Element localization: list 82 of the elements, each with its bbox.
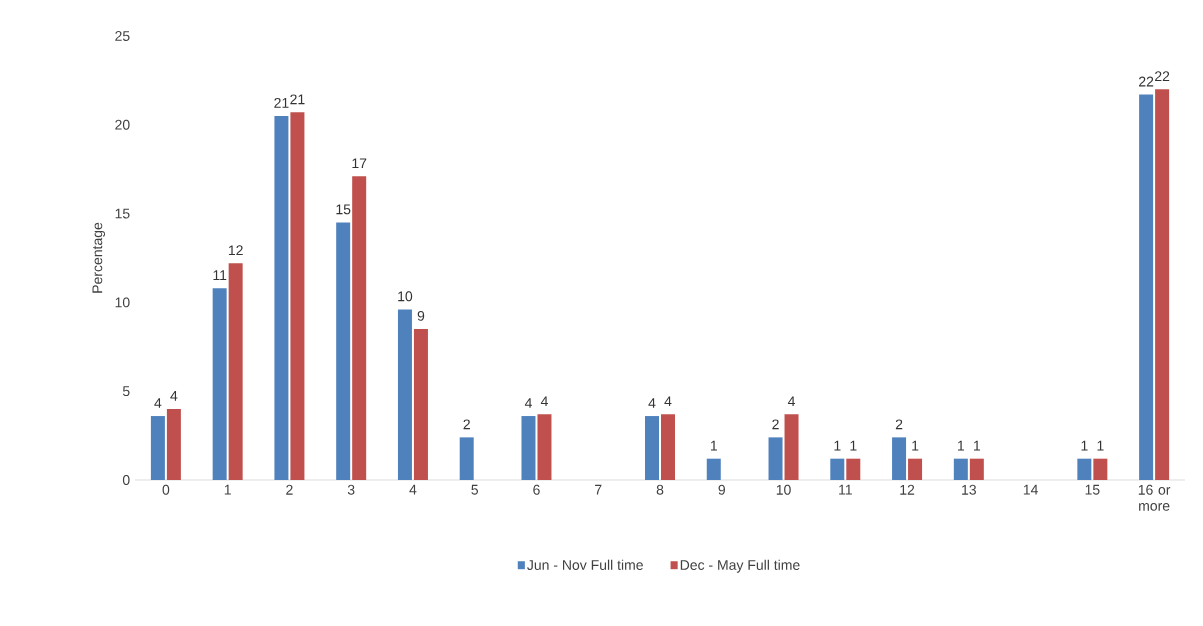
bar <box>166 408 181 480</box>
bar <box>706 458 721 480</box>
x-tick-label: 5 <box>471 484 479 495</box>
bar <box>1077 458 1092 480</box>
data-label: 9 <box>417 310 425 321</box>
bar <box>150 416 165 480</box>
bar <box>1139 94 1154 480</box>
y-axis-title: Percentage <box>92 222 106 293</box>
data-label: 17 <box>352 158 367 169</box>
data-label: 4 <box>787 396 796 407</box>
bar <box>397 309 412 480</box>
data-label: 2 <box>895 419 903 430</box>
data-label: 4 <box>648 398 656 408</box>
data-label: 4 <box>664 396 672 407</box>
data-label: 21 <box>290 94 305 105</box>
data-label: 22 <box>1155 71 1170 82</box>
data-label: 1 <box>710 440 717 451</box>
x-tick-label: 11 <box>839 484 852 495</box>
bar <box>969 458 984 480</box>
data-label: 4 <box>524 398 532 408</box>
bar <box>768 437 783 480</box>
data-label: 21 <box>274 97 289 108</box>
data-label: 1 <box>834 440 841 451</box>
x-tick-label: 8 <box>656 484 664 495</box>
bar <box>1155 89 1170 480</box>
x-tick-label: 2 <box>286 484 293 495</box>
bar <box>892 437 907 480</box>
bar <box>846 458 861 480</box>
bar <box>228 263 243 480</box>
data-label: 10 <box>398 291 413 302</box>
x-tick-label: 1 <box>224 484 231 495</box>
y-tick-label: 0 <box>122 475 130 485</box>
data-label: 1 <box>958 440 965 451</box>
data-label: 4 <box>170 391 178 401</box>
data-label: 12 <box>228 245 243 256</box>
x-tick-label: 12 <box>900 484 915 495</box>
data-label: 15 <box>336 204 351 215</box>
data-label: 2 <box>772 419 779 430</box>
data-label: 11 <box>213 270 227 280</box>
bar <box>1093 458 1108 480</box>
x-tick-label: 7 <box>595 484 602 495</box>
data-label: 1 <box>1097 440 1104 451</box>
data-label: 4 <box>154 398 162 408</box>
bar <box>212 288 227 480</box>
data-label: 1 <box>974 440 981 451</box>
data-label: 1 <box>850 440 857 451</box>
y-tick-label: 5 <box>122 386 130 397</box>
data-label: 1 <box>912 440 919 451</box>
x-tick-label: 3 <box>347 484 355 495</box>
bar <box>521 416 536 480</box>
bar <box>830 458 845 480</box>
y-tick-label: 20 <box>115 119 130 130</box>
x-tick-label: 6 <box>533 484 540 495</box>
bar <box>459 437 474 480</box>
x-tick-label: 15 <box>1085 484 1100 495</box>
bar <box>336 222 351 480</box>
legend-label: Dec - May Full time <box>680 559 800 573</box>
bar <box>274 115 289 480</box>
y-tick-label: 25 <box>115 31 130 41</box>
data-label: 4 <box>540 396 548 407</box>
bar <box>953 458 968 480</box>
data-label: 1 <box>1081 440 1088 451</box>
x-tick-label: 4 <box>409 484 417 495</box>
legend-label: Jun - Nov Full time <box>527 559 643 570</box>
x-tick-label: 10 <box>776 484 791 495</box>
bar <box>784 414 799 480</box>
data-label: 22 <box>1139 76 1154 87</box>
bar <box>290 112 305 480</box>
bar <box>413 329 428 480</box>
x-tick-label: 14 <box>1023 484 1038 495</box>
x-tick-label: 0 <box>162 484 170 495</box>
bar <box>661 414 675 480</box>
y-tick-label: 15 <box>115 208 130 219</box>
bar <box>645 416 659 480</box>
x-tick-label: 16 or more <box>1138 484 1171 511</box>
bar <box>352 176 367 480</box>
bar <box>537 414 552 480</box>
y-tick-label: 10 <box>115 297 130 308</box>
bar <box>908 458 923 480</box>
x-tick-label: 13 <box>962 484 976 495</box>
data-label: 2 <box>463 419 470 430</box>
x-tick-label: 9 <box>718 484 725 495</box>
